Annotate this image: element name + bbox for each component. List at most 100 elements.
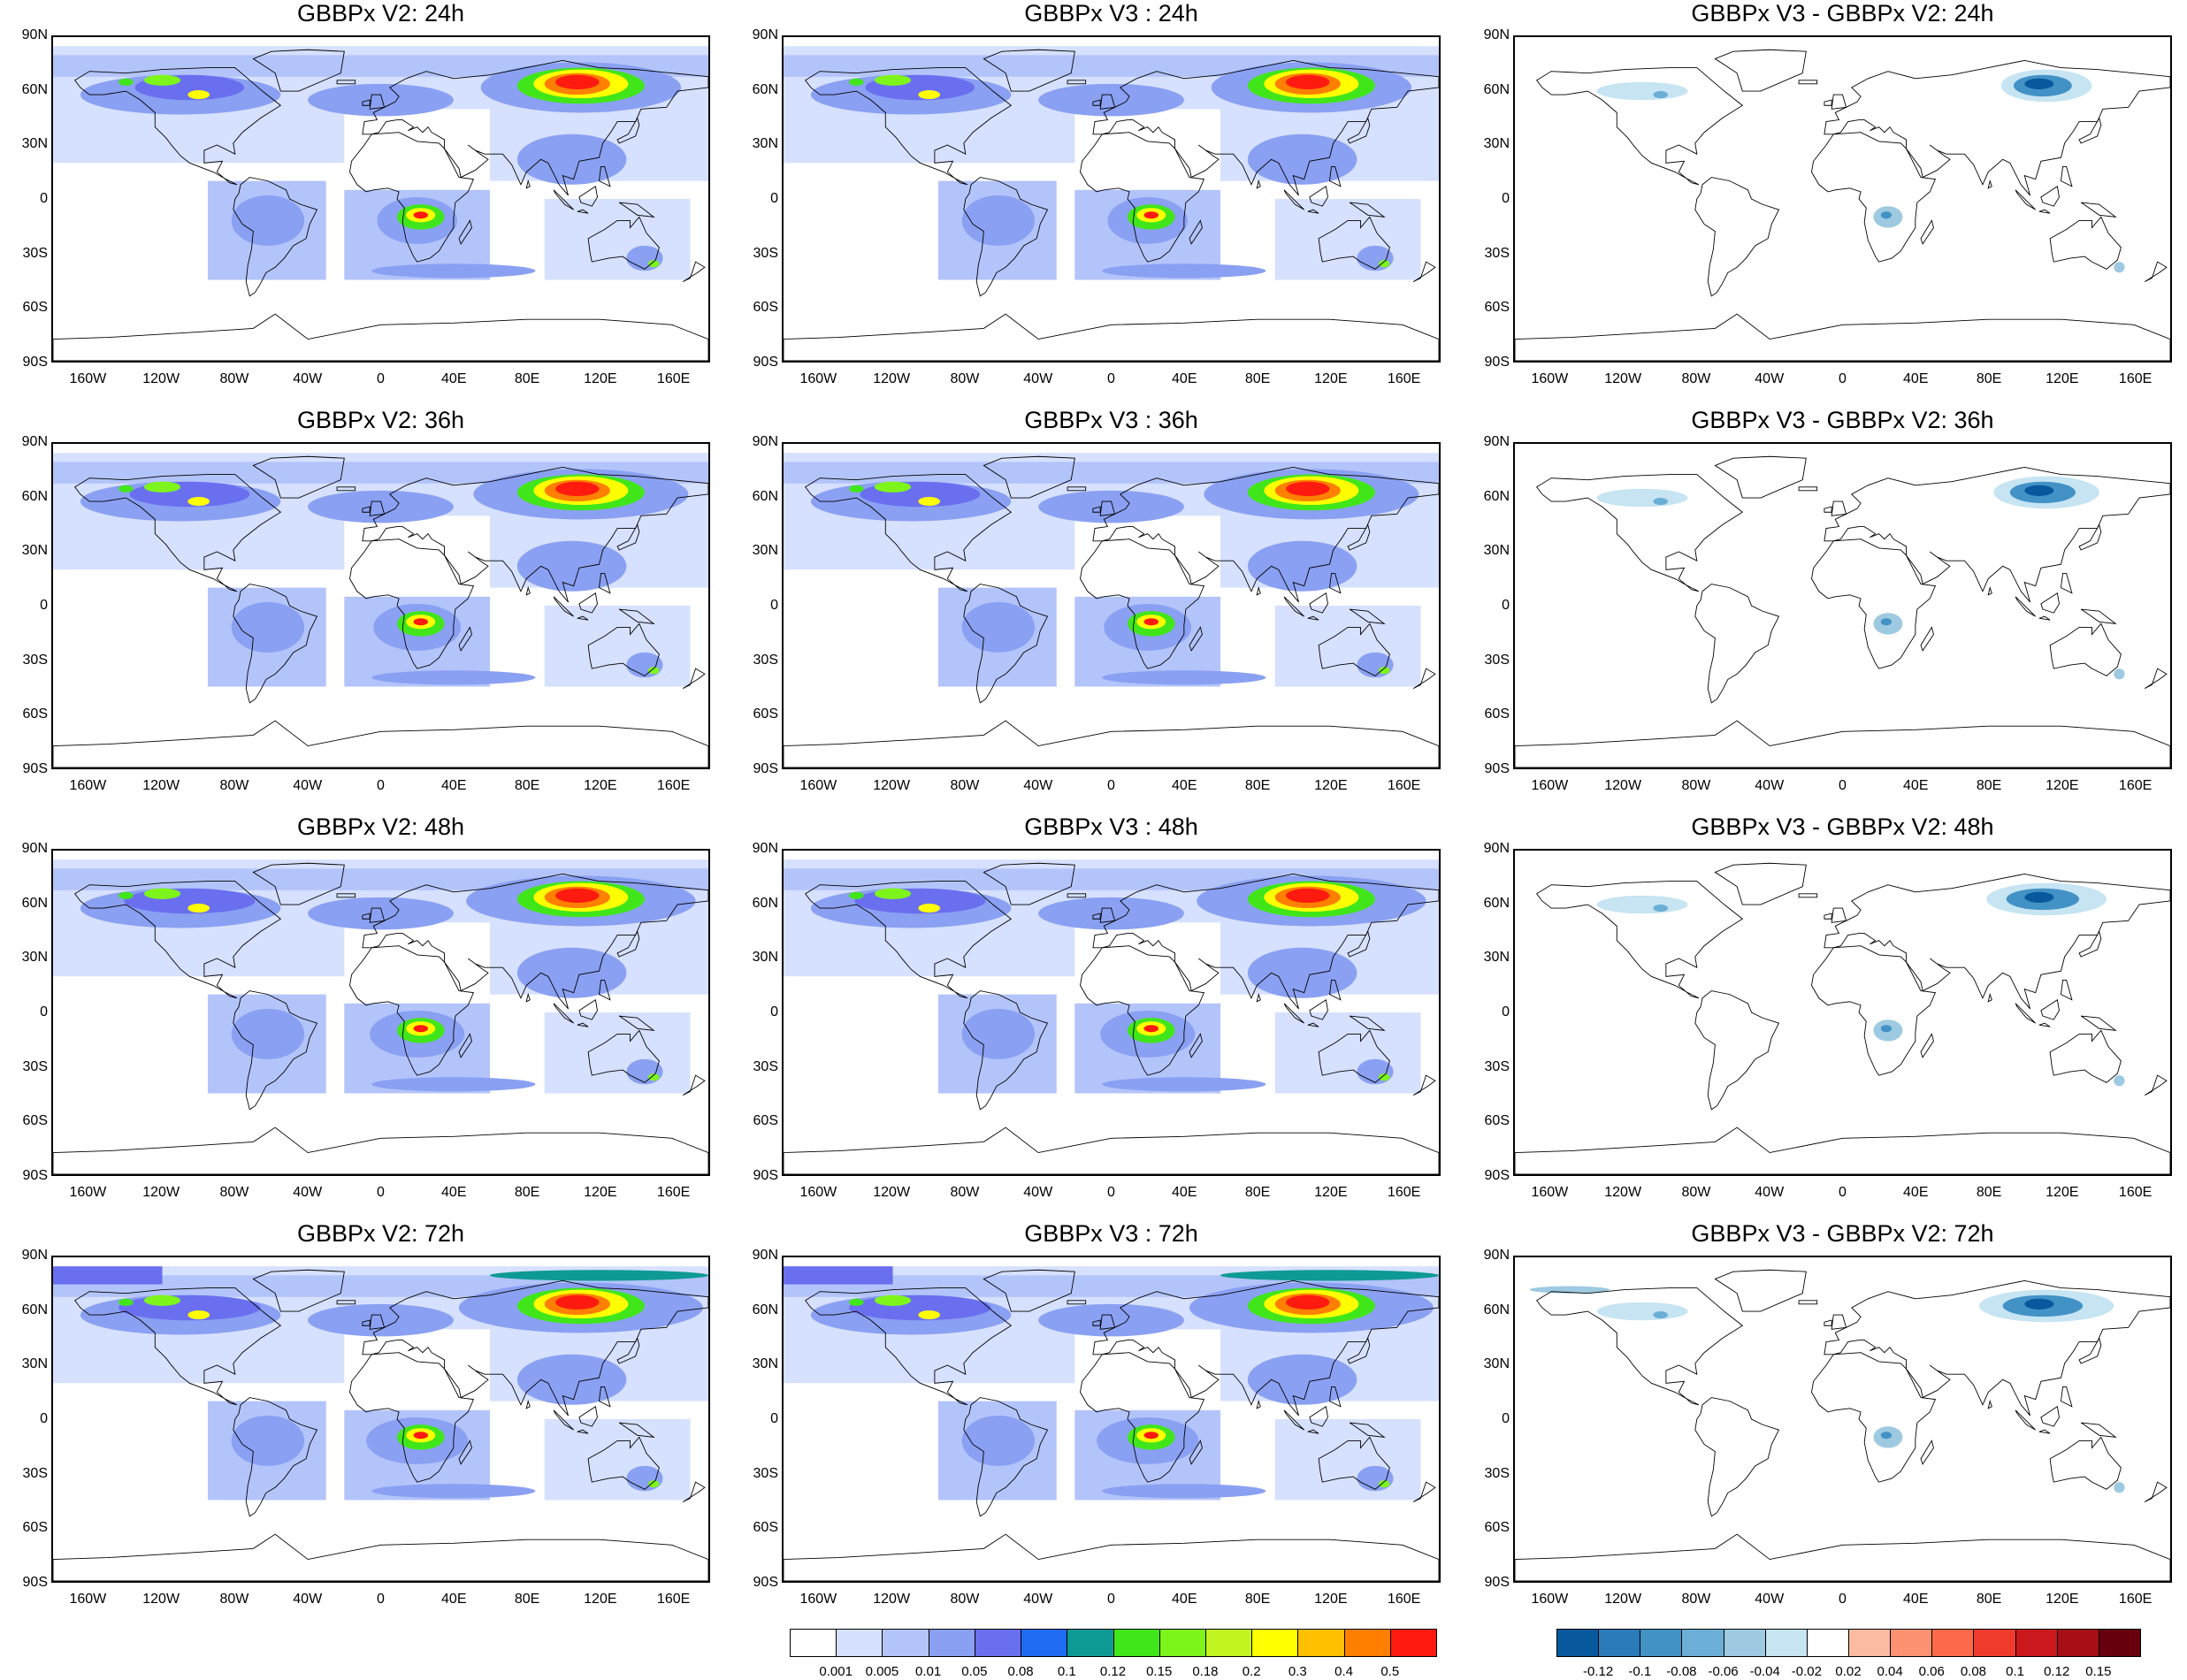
coastline bbox=[618, 1422, 655, 1438]
lon-tick-label: 80W bbox=[1681, 1592, 1711, 1607]
coastline bbox=[1189, 1033, 1203, 1058]
smoke-field-maritime bbox=[544, 1419, 691, 1501]
coastline bbox=[1987, 179, 1992, 189]
coastline bbox=[1328, 1386, 1342, 1408]
coastline bbox=[1067, 80, 1087, 85]
coastline bbox=[1536, 474, 1744, 592]
lat-tick-label: 90S bbox=[22, 761, 48, 776]
map-frame bbox=[1513, 35, 2172, 363]
map-frame bbox=[51, 35, 710, 363]
lat-tick-label: 90S bbox=[1484, 355, 1510, 370]
lat-tick-label: 90S bbox=[753, 1575, 778, 1590]
lon-tick-label: 80W bbox=[950, 1185, 980, 1200]
coastline bbox=[1092, 466, 1439, 603]
lon-tick-label: 80W bbox=[950, 778, 980, 793]
coastline bbox=[1080, 538, 1205, 669]
lon-tick-label: 40E bbox=[1172, 1592, 1197, 1607]
map-panel-diff-36h: GBBPx V3 - GBBPx V2: 36h 90N 60N 30N 0 30S 60S… bbox=[1462, 407, 2187, 813]
coastline bbox=[1347, 117, 1371, 144]
lon-tick-label: 120W bbox=[873, 778, 911, 793]
coastline bbox=[1309, 1406, 1328, 1427]
panel-title: GBBPx V3 - GBBPx V2: 36h bbox=[1691, 407, 1994, 433]
coastline bbox=[2144, 668, 2168, 689]
lat-tick-label: 30N bbox=[21, 950, 48, 966]
lon-tick-label: 160E bbox=[2118, 1592, 2153, 1607]
coastline bbox=[983, 49, 1075, 92]
coastline bbox=[233, 584, 318, 704]
canada-diff-light bbox=[1596, 1302, 1688, 1321]
coastline bbox=[53, 1533, 708, 1581]
coastline bbox=[618, 1015, 655, 1031]
australia-smoke bbox=[1357, 1465, 1394, 1492]
africa-diff-dark bbox=[1880, 211, 1893, 219]
coastline bbox=[1347, 1337, 1371, 1364]
coastline bbox=[525, 179, 531, 189]
lat-tick-label: 90S bbox=[1484, 1575, 1510, 1590]
coastline bbox=[362, 59, 708, 196]
lon-tick-label: 120W bbox=[142, 1592, 180, 1607]
lon-tick-label: 40W bbox=[1755, 778, 1785, 793]
southeast-asia-smoke bbox=[1247, 1354, 1357, 1405]
lat-tick-label: 30N bbox=[21, 1356, 48, 1372]
lon-tick-label: 120W bbox=[142, 371, 180, 386]
australia-fire bbox=[1379, 1480, 1390, 1488]
map-canvas bbox=[784, 1266, 1439, 1581]
coastline bbox=[1318, 1029, 1390, 1083]
lat-tick-label: 90N bbox=[752, 27, 778, 42]
coastlines bbox=[53, 455, 708, 767]
lon-tick-label: 160E bbox=[1387, 1592, 1421, 1607]
lon-tick-label: 0 bbox=[1107, 1592, 1115, 1607]
alaska-fire bbox=[119, 891, 134, 899]
lat-tick-label: 60N bbox=[1483, 488, 1510, 504]
coastline bbox=[682, 1074, 706, 1096]
colorbar-label: 0.12 bbox=[1099, 1664, 1127, 1679]
lon-tick-label: 80W bbox=[1681, 1185, 1711, 1200]
canada-fire-yellow bbox=[918, 497, 941, 507]
lon-tick-label: 120E bbox=[2046, 1592, 2079, 1607]
lon-tick-label: 120E bbox=[584, 778, 617, 793]
coastline bbox=[963, 990, 1049, 1111]
coastline bbox=[578, 1406, 598, 1427]
lat-tick-label: 90S bbox=[22, 1575, 48, 1590]
europe-smoke bbox=[1038, 83, 1184, 117]
lat-tick-label: 0 bbox=[770, 1004, 778, 1019]
panel-title: GBBPx V3 : 72h bbox=[1024, 1220, 1198, 1247]
coastlines bbox=[53, 1269, 708, 1581]
coastlines bbox=[1515, 862, 2170, 1174]
coastline bbox=[1824, 59, 2170, 196]
lon-tick-label: 0 bbox=[377, 1185, 385, 1200]
africa-fire-red bbox=[1143, 1025, 1159, 1033]
lon-tick-label: 120E bbox=[1314, 1185, 1348, 1200]
map-canvas bbox=[784, 453, 1439, 767]
europe-smoke bbox=[1038, 897, 1184, 930]
coastline bbox=[1824, 1319, 1832, 1326]
coastline bbox=[252, 1269, 345, 1312]
coastline bbox=[1920, 626, 1934, 652]
coastline bbox=[1283, 1409, 1305, 1431]
panel-title: GBBPx V3 - GBBPx V2: 24h bbox=[1691, 0, 1994, 27]
lat-tick-label: 30N bbox=[21, 136, 48, 152]
australia-diff bbox=[2114, 262, 2125, 273]
smoke-field-maritime bbox=[544, 1012, 691, 1094]
coastline bbox=[2078, 1337, 2102, 1364]
coastline bbox=[1714, 1269, 1807, 1312]
coastline bbox=[1831, 94, 1847, 110]
colorbar-label: 0.08 bbox=[1960, 1664, 1987, 1679]
colorbar-label: 0.05 bbox=[961, 1664, 988, 1679]
coastline bbox=[2144, 1481, 2168, 1502]
lon-tick-label: 160E bbox=[2118, 778, 2153, 793]
coastline bbox=[983, 862, 1075, 905]
coastline bbox=[553, 1003, 575, 1024]
colorbar-label: 0.4 bbox=[1334, 1664, 1353, 1679]
colorbar-swatch bbox=[882, 1629, 930, 1657]
lon-tick-label: 80E bbox=[1244, 371, 1271, 386]
colorbar-label: -0.06 bbox=[1708, 1664, 1739, 1679]
smoke-field-maritime bbox=[544, 199, 691, 280]
coastline bbox=[1189, 626, 1203, 652]
lon-tick-label: 160E bbox=[1387, 371, 1421, 386]
coastline bbox=[362, 506, 371, 513]
canada-fire-green bbox=[874, 481, 912, 493]
southeast-asia-smoke bbox=[1247, 947, 1357, 998]
lon-tick-label: 80W bbox=[950, 371, 980, 386]
lon-tick-label: 40W bbox=[1755, 1592, 1785, 1607]
